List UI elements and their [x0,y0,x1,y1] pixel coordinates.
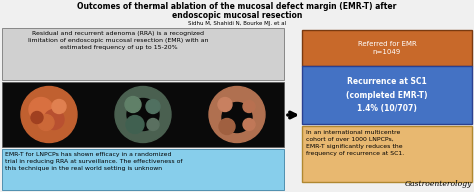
Circle shape [38,114,54,131]
FancyBboxPatch shape [2,82,284,147]
Circle shape [44,109,64,129]
Text: Gastroenterology: Gastroenterology [405,180,472,188]
Circle shape [218,98,232,112]
Circle shape [115,87,171,142]
Circle shape [147,118,159,131]
FancyBboxPatch shape [2,28,284,80]
Text: Sidhu M, Shahidi N, Bourke MJ. et al: Sidhu M, Shahidi N, Bourke MJ. et al [188,21,286,26]
Circle shape [125,97,141,113]
Circle shape [127,98,159,131]
Circle shape [31,112,43,123]
FancyBboxPatch shape [302,126,472,182]
Circle shape [146,99,160,113]
Text: Recurrence at SC1
(completed EMR-T)
1.4% (10/707): Recurrence at SC1 (completed EMR-T) 1.4%… [346,77,428,113]
Text: Outcomes of thermal ablation of the mucosal defect margin (EMR-T) after: Outcomes of thermal ablation of the muco… [77,2,397,11]
Text: endoscopic mucosal resection: endoscopic mucosal resection [172,11,302,20]
Circle shape [219,118,235,135]
Text: Referred for EMR
n=1049: Referred for EMR n=1049 [357,41,416,55]
FancyBboxPatch shape [302,66,472,124]
Circle shape [222,103,252,132]
Circle shape [126,116,144,133]
Circle shape [29,98,53,122]
Text: Residual and recurrent adenoma (RRA) is a recognized
limitation of endoscopic mu: Residual and recurrent adenoma (RRA) is … [28,31,209,50]
Circle shape [209,87,265,142]
Text: EMR-T for LNPCPs has shown efficacy in a randomized
trial in reducing RRA at sur: EMR-T for LNPCPs has shown efficacy in a… [5,152,182,171]
FancyBboxPatch shape [302,30,472,66]
Circle shape [243,100,255,113]
Circle shape [21,87,77,142]
Text: In an international multicentre
cohort of over 1000 LNPCPs,
EMR-T significantly : In an international multicentre cohort o… [306,130,404,156]
Circle shape [52,99,66,113]
FancyBboxPatch shape [2,149,284,190]
Circle shape [243,118,255,131]
